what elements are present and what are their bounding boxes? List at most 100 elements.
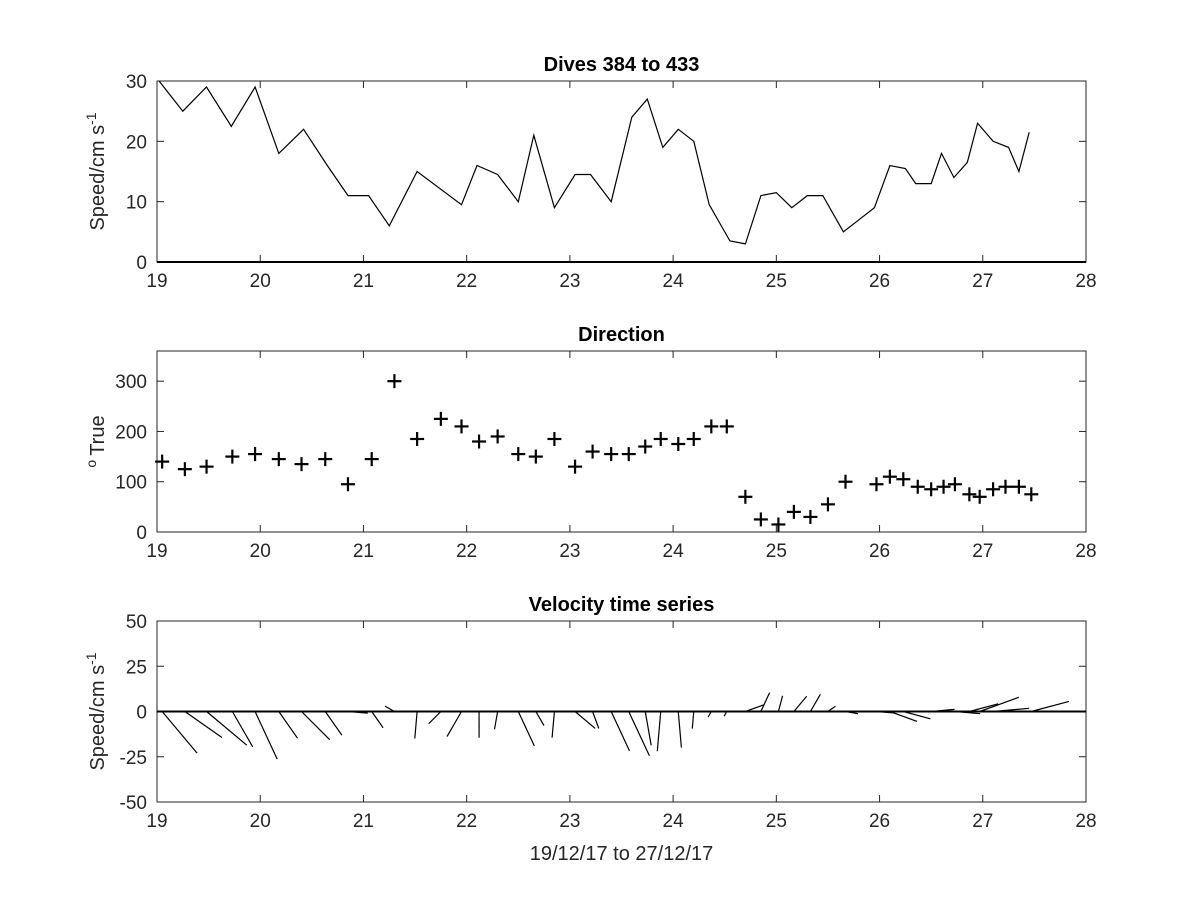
direction-marker [704, 419, 719, 434]
velocity-stick [1031, 700, 1070, 713]
direction-marker [924, 482, 939, 497]
speed-panel: Dives 384 to 433 19 20 21 22 23 24 25 26 27 28 0 10 2… [83, 54, 1097, 292]
y-tick-label: 0 [136, 703, 147, 724]
direction-marker [719, 419, 734, 434]
direction-marker [998, 479, 1013, 494]
direction-marker [528, 449, 543, 464]
x-tick-label: 19 [146, 271, 167, 292]
y-tick-label: 50 [126, 612, 147, 633]
y-axis-label: Speed/cm s-1 [83, 112, 109, 230]
y-tick-label: 0 [136, 523, 147, 544]
y-axis-label: o True [83, 415, 109, 467]
y-tick-label: 300 [115, 372, 147, 393]
chart-title: Dives 384 to 433 [544, 54, 700, 76]
x-tick-label: 22 [456, 271, 477, 292]
direction-marker [340, 477, 355, 492]
direction-marker [896, 472, 911, 487]
direction-marker [318, 452, 333, 467]
velocity-stick [979, 696, 1020, 713]
y-tick-label: -50 [120, 793, 147, 814]
velocity-stick [644, 711, 652, 746]
velocity-stick [876, 710, 893, 714]
velocity-stick [301, 711, 331, 741]
direction-marker [410, 431, 425, 446]
chart-title: Velocity time series [529, 594, 715, 616]
direction-marker [177, 462, 192, 477]
velocity-stick [278, 711, 298, 739]
direction-marker [155, 454, 170, 469]
y-tick-label: 10 [126, 193, 147, 214]
velocity-stick [827, 705, 836, 712]
y-axis-label-text: Speed/cm s [87, 125, 109, 231]
velocity-stick [903, 710, 931, 720]
velocity-stick [931, 708, 955, 713]
chart-title: Direction [578, 324, 665, 346]
direction-marker [387, 374, 402, 389]
direction-marker [947, 477, 962, 492]
velocity-stick [384, 705, 395, 713]
direction-marker [472, 434, 487, 449]
direction-marker [972, 489, 987, 504]
x-tick-label: 25 [766, 271, 787, 292]
x-tick-label: 23 [559, 271, 580, 292]
y-tick-label: 0 [136, 253, 147, 274]
y-axis-label-text: Speed/cm s [87, 665, 109, 771]
x-tick-label: 28 [1075, 271, 1096, 292]
direction-marker [771, 517, 786, 532]
y-axis-label-text: True [87, 415, 109, 455]
direction-marker [1011, 479, 1026, 494]
x-tick-label: 22 [456, 811, 477, 832]
direction-marker [803, 509, 818, 524]
y-tick-label: 25 [126, 657, 147, 678]
velocity-stick [184, 711, 223, 738]
velocity-stick [760, 692, 771, 712]
velocity-stick [324, 711, 343, 736]
x-tick-label: 23 [559, 811, 580, 832]
x-tick-label: 20 [250, 811, 271, 832]
velocity-stick [206, 711, 248, 746]
x-tick-label: 24 [663, 811, 685, 832]
y-tick-label: 20 [126, 132, 147, 153]
direction-marker [962, 487, 977, 502]
direction-marker [1024, 487, 1039, 502]
x-tick-label: 26 [869, 271, 890, 292]
speed-line [158, 80, 1030, 245]
direction-marker [838, 474, 853, 489]
x-tick-label: 22 [456, 541, 477, 562]
x-tick-label: 21 [353, 541, 374, 562]
velocity-stick [592, 711, 600, 729]
direction-marker [248, 447, 263, 462]
velocity-stick [535, 711, 545, 726]
direction-marker [738, 489, 753, 504]
direction-marker [511, 447, 526, 462]
y-axis-label-superscript: o [83, 460, 99, 468]
x-tick-label: 19 [146, 541, 167, 562]
y-tick-label: 100 [115, 473, 147, 494]
velocity-stick [745, 704, 765, 713]
velocity-stick [889, 710, 918, 722]
velocity-stick [610, 711, 631, 752]
axes-box [156, 350, 1087, 533]
velocity-stick [428, 711, 442, 725]
x-tick-label: 28 [1075, 541, 1096, 562]
direction-marker [585, 444, 600, 459]
x-tick-label: 20 [250, 271, 271, 292]
y-axis-label-superscript: -1 [83, 112, 99, 125]
x-tick-label: 20 [250, 541, 271, 562]
velocity-stick [993, 707, 1030, 713]
direction-marker [294, 457, 309, 472]
x-tick-label: 26 [869, 541, 890, 562]
direction-marker [433, 411, 448, 426]
velocity-stick [347, 710, 368, 714]
velocity-stick [809, 693, 821, 712]
velocity-stick [954, 710, 981, 715]
x-tick-label: 23 [559, 541, 580, 562]
direction-marker [786, 504, 801, 519]
x-tick-label: 24 [663, 271, 685, 292]
y-axis-label-superscript: -1 [83, 652, 99, 665]
direction-marker [671, 437, 686, 452]
x-tick-label: 19 [146, 811, 167, 832]
direction-marker [936, 479, 951, 494]
x-tick-label: 21 [353, 271, 374, 292]
